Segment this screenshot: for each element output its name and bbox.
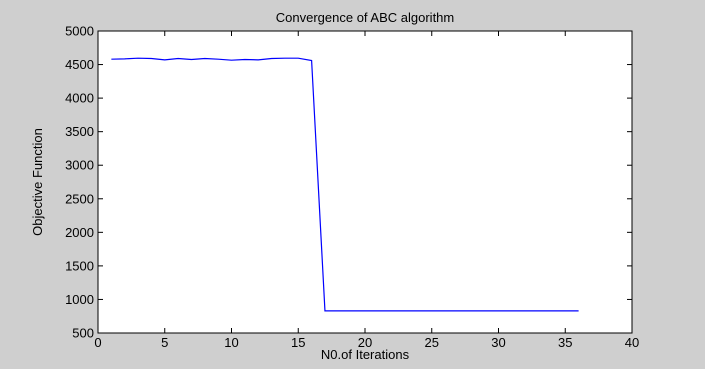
y-tick-labels: 500 1000 1500 2000 2500 3000 3500 4000 4500 5000	[65, 24, 94, 341]
x-tick-label-8: 40	[625, 335, 639, 350]
x-tick-labels: 0 5 10 15 20 25 30 35 40	[94, 335, 639, 350]
x-axis-label: N0.of Iterations	[321, 347, 410, 362]
y-axis-label: Objective Function	[30, 128, 45, 236]
series-lines	[111, 57, 579, 312]
x-tick-label-5: 25	[425, 335, 439, 350]
plot-frame	[97, 30, 633, 334]
y-tick-label-9: 5000	[65, 24, 94, 39]
y-tick-label-3: 2000	[65, 225, 94, 240]
y-tick-label-2: 1500	[65, 258, 94, 273]
y-tick-label-6: 3500	[65, 124, 94, 139]
x-tick-label-2: 10	[224, 335, 238, 350]
y-tick-label-8: 4500	[65, 57, 94, 72]
x-tick-label-0: 0	[94, 335, 101, 350]
series-line-0	[111, 57, 579, 312]
y-tick-label-0: 500	[72, 326, 94, 341]
x-tick-label-6: 30	[491, 335, 505, 350]
plot-background	[98, 31, 632, 333]
y-tick-label-4: 2500	[65, 191, 94, 206]
x-tick-label-3: 15	[291, 335, 305, 350]
y-tick-label-7: 4000	[65, 91, 94, 106]
chart-title: Convergence of ABC algorithm	[276, 10, 454, 25]
y-tick-label-5: 3000	[65, 158, 94, 173]
x-tick-label-1: 5	[161, 335, 168, 350]
x-tick-label-7: 35	[558, 335, 572, 350]
x-tick-label-4: 20	[358, 335, 372, 350]
y-tick-label-1: 1000	[65, 292, 94, 307]
